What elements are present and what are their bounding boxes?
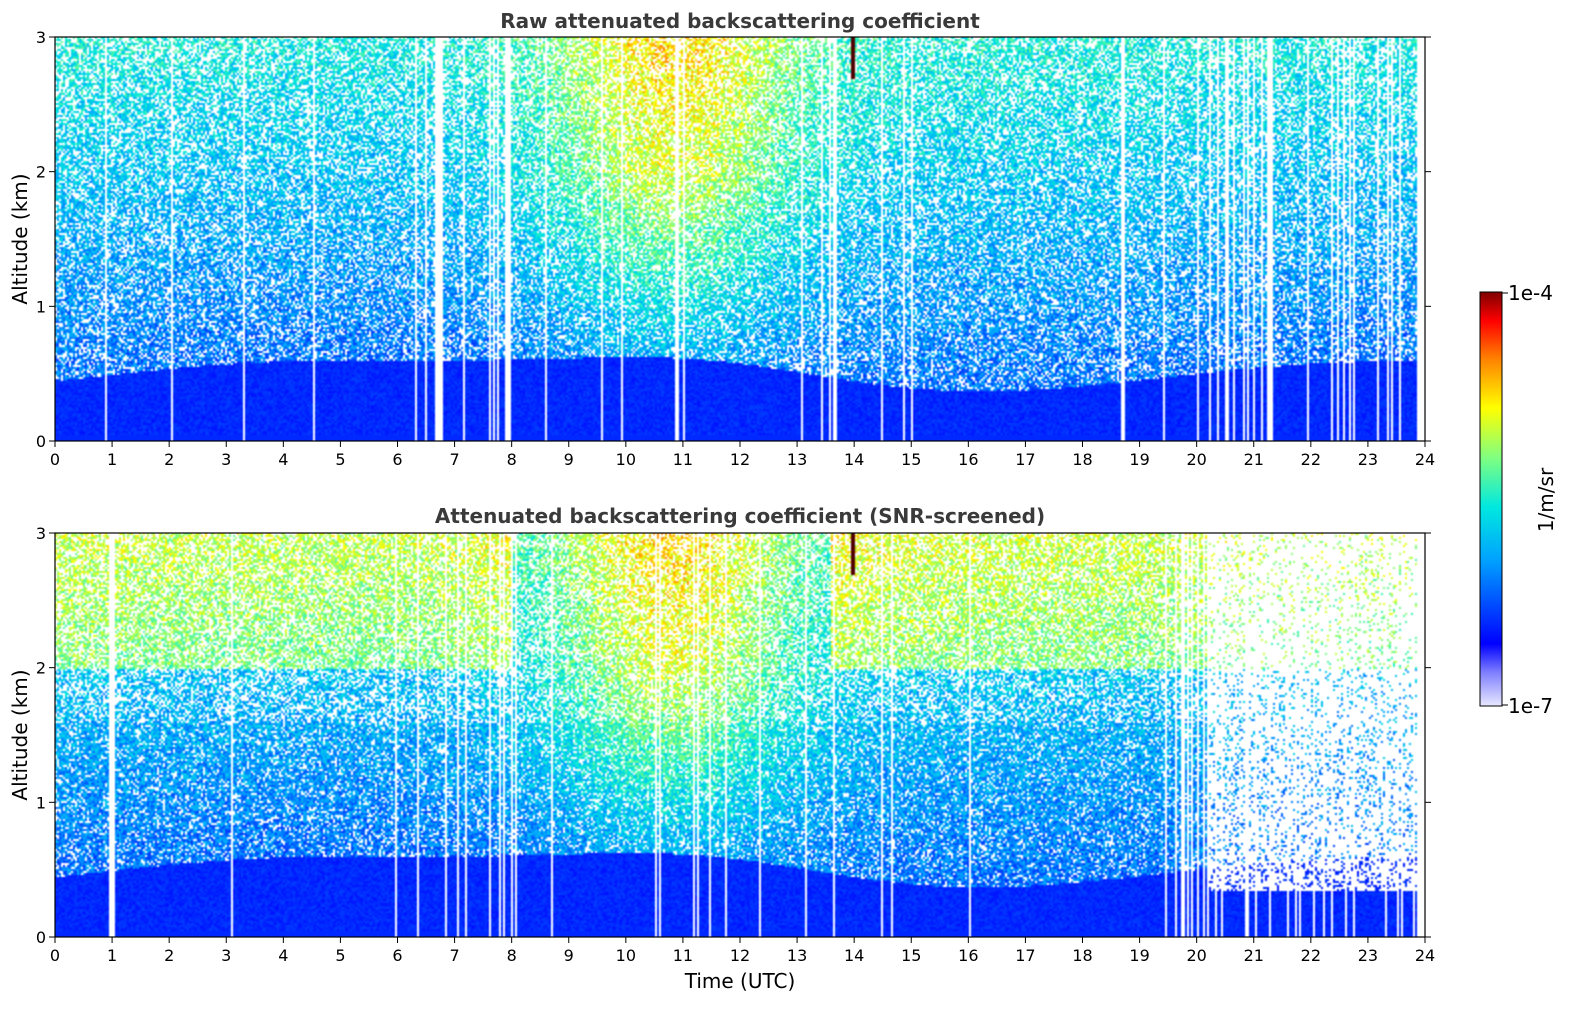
x-tick-label: 1 (107, 450, 117, 469)
x-tick-label: 18 (1072, 946, 1092, 965)
x-axis: 0 1 2 3 4 5 6 7 8 9 10 11 12 13 14 15 16 17 18 19 20 21 22 23 24 (50, 937, 1435, 965)
x-tick-label: 22 (1301, 946, 1321, 965)
x-tick-label: 2 (164, 946, 174, 965)
colorbar-max-label: 1e-4 (1508, 281, 1553, 305)
x-tick-label: 2 (164, 450, 174, 469)
x-tick-label: 14 (844, 946, 864, 965)
colorbar-min-label: 1e-7 (1508, 694, 1553, 718)
chart-title: Attenuated backscattering coefficient (S… (435, 504, 1045, 528)
x-tick-label: 7 (449, 450, 459, 469)
y-tick-label: 0 (36, 928, 46, 947)
x-tick-label: 24 (1415, 450, 1435, 469)
x-tick-label: 23 (1358, 450, 1378, 469)
y-axis-label: Altitude (km) (8, 669, 32, 800)
x-tick-label: 10 (616, 946, 636, 965)
x-tick-label: 18 (1072, 450, 1092, 469)
x-tick-label: 10 (616, 450, 636, 469)
x-tick-label: 5 (335, 946, 345, 965)
x-tick-label: 19 (1129, 946, 1149, 965)
x-tick-label: 14 (844, 450, 864, 469)
x-tick-label: 4 (278, 946, 288, 965)
y-tick-label: 1 (36, 297, 46, 316)
x-tick-label: 1 (107, 946, 117, 965)
x-tick-label: 8 (507, 946, 517, 965)
heatmap-image (55, 533, 1425, 937)
x-tick-label: 6 (392, 450, 402, 469)
x-tick-label: 24 (1415, 946, 1435, 965)
x-tick-label: 21 (1244, 946, 1264, 965)
x-tick-label: 11 (673, 946, 693, 965)
x-tick-label: 3 (221, 946, 231, 965)
x-tick-label: 15 (901, 946, 921, 965)
y-tick-label: 0 (36, 432, 46, 451)
x-tick-label: 12 (730, 946, 750, 965)
y-tick-label: 3 (36, 524, 46, 543)
x-tick-label: 7 (449, 946, 459, 965)
x-tick-label: 13 (787, 450, 807, 469)
x-tick-label: 11 (673, 450, 693, 469)
y-tick-label: 2 (36, 163, 46, 182)
x-tick-label: 16 (958, 450, 978, 469)
x-tick-label: 22 (1301, 450, 1321, 469)
x-tick-label: 23 (1358, 946, 1378, 965)
x-axis-label: Time (UTC) (684, 969, 796, 993)
x-tick-label: 5 (335, 450, 345, 469)
heatmap-image (55, 37, 1425, 441)
x-axis: 0 1 2 3 4 5 6 7 8 9 10 11 12 13 14 15 16 17 18 19 20 21 22 23 24 (50, 441, 1435, 469)
x-tick-label: 4 (278, 450, 288, 469)
x-tick-label: 17 (1015, 450, 1035, 469)
x-tick-label: 17 (1015, 946, 1035, 965)
x-tick-label: 15 (901, 450, 921, 469)
y-tick-label: 3 (36, 28, 46, 47)
colorbar-label: 1/m/sr (1534, 467, 1558, 532)
x-tick-label: 20 (1186, 946, 1206, 965)
x-tick-label: 9 (564, 450, 574, 469)
x-tick-label: 0 (50, 946, 60, 965)
y-axis: 0 1 2 3 (36, 28, 1431, 451)
x-tick-label: 20 (1186, 450, 1206, 469)
x-tick-label: 3 (221, 450, 231, 469)
y-tick-label: 2 (36, 659, 46, 678)
y-axis-label: Altitude (km) (8, 173, 32, 304)
snr-screened-backscatter-panel: Attenuated backscattering coefficient (S… (8, 504, 1435, 993)
colorbar: 1e-4 1e-7 1/m/sr (1479, 281, 1558, 718)
x-tick-label: 12 (730, 450, 750, 469)
x-tick-label: 19 (1129, 450, 1149, 469)
y-axis: 0 1 2 3 (36, 524, 1431, 947)
x-tick-label: 9 (564, 946, 574, 965)
x-tick-label: 0 (50, 450, 60, 469)
chart-title: Raw attenuated backscattering coefficien… (500, 9, 980, 33)
colorbar-gradient (1479, 291, 1503, 707)
x-tick-label: 6 (392, 946, 402, 965)
x-tick-label: 21 (1244, 450, 1264, 469)
x-tick-label: 13 (787, 946, 807, 965)
x-tick-label: 16 (958, 946, 978, 965)
y-tick-label: 1 (36, 793, 46, 812)
raw-backscatter-panel: Raw attenuated backscattering coefficien… (8, 9, 1435, 469)
x-tick-label: 8 (507, 450, 517, 469)
